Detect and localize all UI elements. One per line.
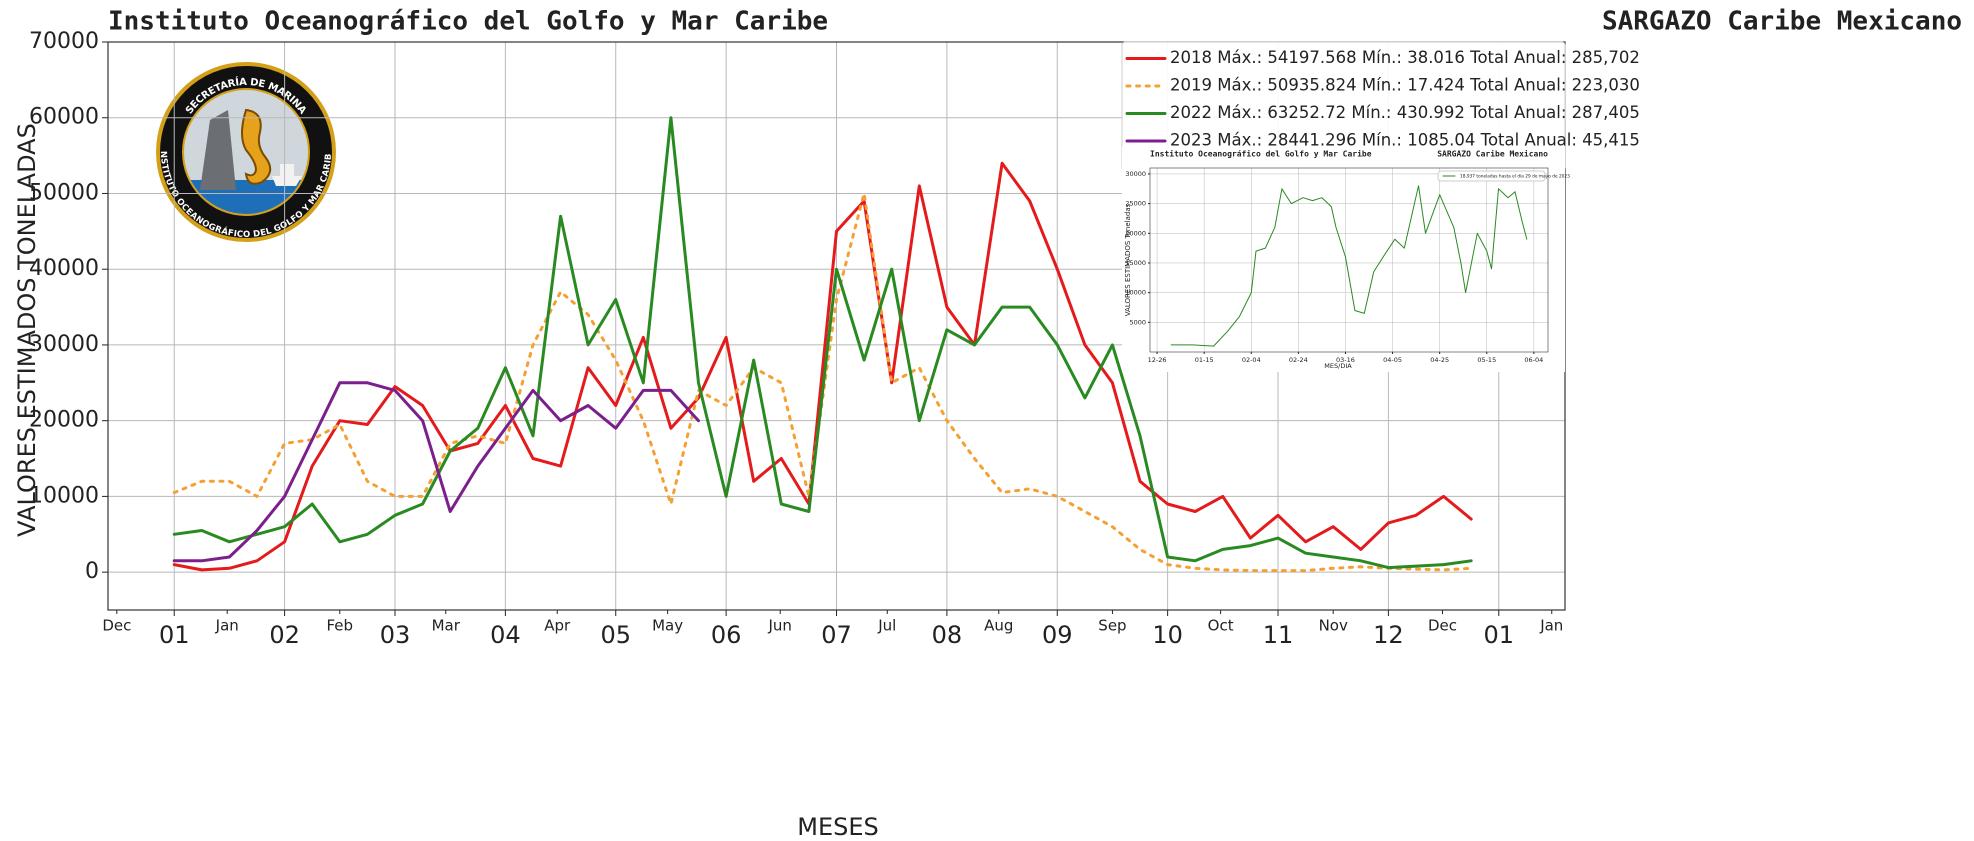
x-tick-label: 04-05 [1383, 356, 1402, 364]
x-tick-label: 01 [159, 621, 190, 649]
legend-label: 2023 Máx.: 28441.296 Mín.: 1085.04 Total… [1170, 131, 1640, 150]
x-tick-label: 05 [600, 621, 631, 649]
chart-title-right: SARGAZO Caribe Mexicano [1437, 149, 1548, 159]
x-tick-label: 12 [1373, 621, 1404, 649]
x-tick-label: 04-25 [1430, 356, 1449, 364]
x-axis-label: MES/DIA [1324, 362, 1352, 370]
x-tick-label: 02-04 [1242, 356, 1261, 364]
x-tick-label: 08 [932, 621, 963, 649]
y-tick-label: 30000 [1125, 170, 1146, 178]
legend-label: 2019 Máx.: 50935.824 Mín.: 17.424 Total … [1170, 76, 1640, 95]
logo-inner [184, 90, 308, 214]
y-tick-label: 20000 [29, 408, 99, 433]
x-tick-label: 10 [1152, 621, 1183, 649]
x-minor-tick-label: Jun [767, 617, 791, 635]
x-axis-label: MESES [797, 813, 879, 841]
logo-rock [200, 110, 236, 190]
x-tick-label: 07 [821, 621, 852, 649]
y-tick-label: 10000 [29, 483, 99, 508]
x-minor-tick-label: Dec [1428, 617, 1457, 635]
x-tick-label: 11 [1263, 621, 1294, 649]
x-minor-tick-label: Sep [1098, 617, 1126, 635]
y-tick-label: 25000 [1125, 200, 1146, 208]
logo-seahorse [241, 108, 272, 185]
x-minor-tick-label: Nov [1319, 617, 1348, 635]
y-tick-label: 70000 [29, 29, 99, 54]
y-tick-label: 60000 [29, 105, 99, 130]
x-tick-label: 04 [490, 621, 521, 649]
y-tick-label: 5000 [1129, 318, 1146, 326]
data-line [1170, 185, 1528, 347]
logo-ship [272, 164, 302, 186]
x-tick-label: 02 [269, 621, 300, 649]
y-tick-label: 50000 [29, 180, 99, 205]
x-minor-tick-label: Dec [102, 617, 131, 635]
inset-background [1122, 146, 1565, 372]
x-minor-tick-label: Apr [544, 617, 571, 635]
data-line [172, 381, 700, 563]
x-minor-tick-label: Jan [215, 617, 239, 635]
main-chart: Instituto Oceanográfico del Golfo y Mar … [13, 7, 1962, 841]
data-line [172, 116, 1473, 570]
x-tick-label: 01-15 [1195, 356, 1214, 364]
plot-frame [1149, 167, 1549, 353]
x-tick-label: 06-04 [1524, 356, 1543, 364]
x-minor-tick-label: Feb [327, 617, 354, 635]
legend-label: 18,937 toneladas hasta el día 29 de mayo… [1460, 173, 1570, 180]
y-tick-label: 20000 [1125, 229, 1146, 237]
y-axis-label: VALORES ESTIMADOS Toneladas [1124, 203, 1132, 316]
x-tick-label: 03-16 [1336, 356, 1355, 364]
x-minor-tick-label: Aug [984, 617, 1013, 635]
x-minor-tick-label: Mar [432, 617, 461, 635]
data-line [172, 161, 1473, 572]
chart-title-right: SARGAZO Caribe Mexicano [1602, 7, 1962, 37]
inset-chart: Instituto Oceanográfico del Golfo y Mar … [1122, 146, 1570, 372]
x-tick-label: 06 [711, 621, 742, 649]
legend-label: 2022 Máx.: 63252.72 Mín.: 430.992 Total … [1170, 103, 1640, 122]
y-tick-label: 15000 [1125, 259, 1146, 267]
x-tick-label: 09 [1042, 621, 1073, 649]
x-minor-tick-label: Oct [1208, 617, 1234, 635]
y-tick-label: 10000 [1125, 289, 1146, 297]
y-tick-label: 30000 [29, 332, 99, 357]
x-tick-label: 03 [380, 621, 411, 649]
x-minor-tick-label: May [652, 617, 683, 635]
chart-title: Instituto Oceanográfico del Golfo y Mar … [1150, 149, 1372, 159]
x-tick-label: 12-26 [1148, 356, 1167, 364]
legend-label: 2018 Máx.: 54197.568 Mín.: 38.016 Total … [1170, 48, 1640, 67]
chart-title: Instituto Oceanográfico del Golfo y Mar … [108, 7, 828, 37]
x-tick-label: 01 [1483, 621, 1514, 649]
x-tick-label: 05-15 [1477, 356, 1496, 364]
x-tick-label: 02-24 [1289, 356, 1308, 364]
logo: SECRETARÍA DE MARINAINSTITUTO OCEANOGRÁF… [0, 0, 336, 242]
y-axis-label: VALORES ESTIMADOS TONELADAS [13, 123, 41, 537]
x-minor-tick-label: Jan [1539, 617, 1563, 635]
y-tick-label: 40000 [29, 256, 99, 281]
y-tick-label: 0 [85, 559, 99, 584]
x-minor-tick-label: Jul [877, 617, 896, 635]
legend-box [1437, 170, 1546, 182]
